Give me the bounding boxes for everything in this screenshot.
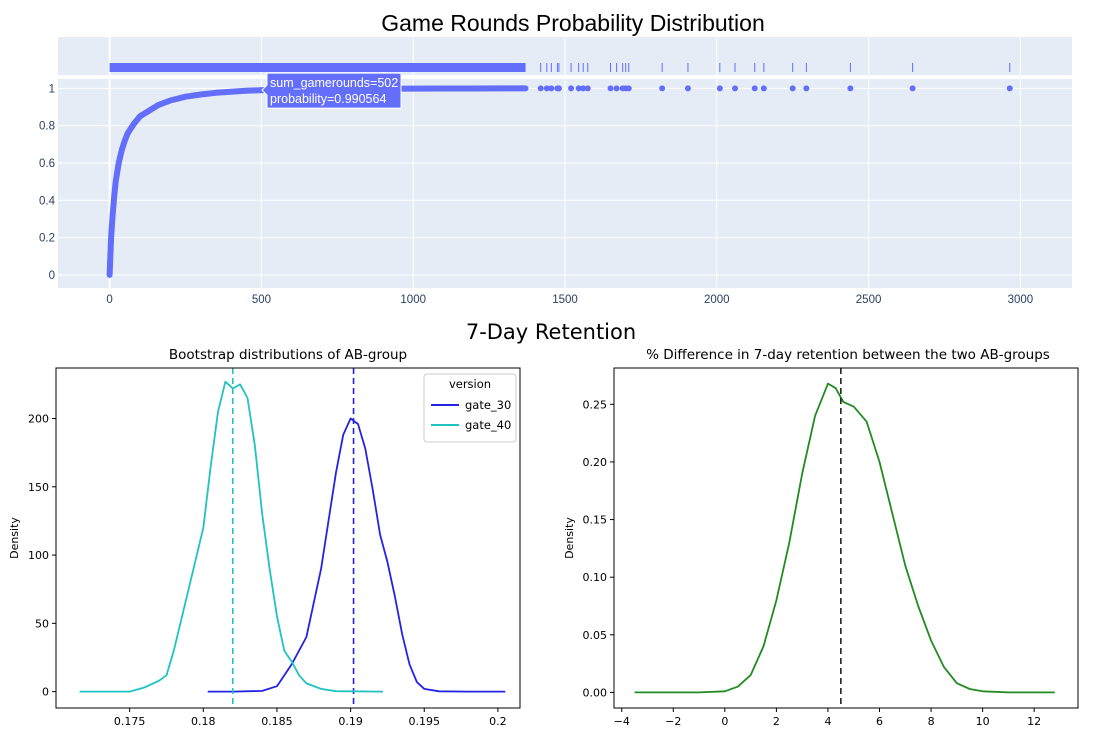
tooltip-line-1: sum_gamerounds=502 <box>270 76 398 90</box>
bootstrap-curves <box>79 368 506 708</box>
bootstrap-ticks: 0.175 0.18 0.185 0.19 0.195 0.2 0 50 100 150 200 <box>28 413 507 728</box>
cdf-point <box>613 85 620 92</box>
y-tick-label: 0.8 <box>39 121 55 133</box>
x-tick-label: 3000 <box>1008 294 1034 306</box>
bootstrap-y-tick-label: 0 <box>42 686 49 699</box>
cdf-point <box>548 85 555 92</box>
cdf-point <box>751 85 758 92</box>
difference-ticks: −4 −2 0 2 4 6 8 10 12 0.00 0.05 0.10 0.15 0.20 0.25 <box>583 398 1042 728</box>
difference-x-tick-label: 4 <box>824 715 831 728</box>
cdf-chart-title: Game Rounds Probability Distribution <box>381 10 765 36</box>
difference-x-tick-label: 0 <box>721 715 728 728</box>
tooltip-line-2: probability=0.990564 <box>270 92 386 106</box>
difference-plot-frame <box>613 367 1079 709</box>
cdf-point <box>625 85 632 92</box>
y-tick-label: 0.2 <box>39 233 55 245</box>
difference-x-tick-label: 8 <box>928 715 935 728</box>
cdf-point <box>568 85 575 92</box>
cdf-point <box>684 85 691 92</box>
legend-title: version <box>449 377 491 391</box>
difference-y-tick-label: 0.10 <box>583 571 608 584</box>
cdf-point <box>716 85 723 92</box>
y-tick-label: 0.6 <box>39 158 55 170</box>
cdf-point <box>847 85 854 92</box>
cdf-tick-labels: 0 500 1000 1500 2000 2500 3000 0 0.2 0.4 0.6 0.8 1 <box>39 83 1033 306</box>
x-tick-label: 0 <box>106 294 112 306</box>
y-tick-label: 1 <box>49 83 55 95</box>
cdf-point <box>575 85 582 92</box>
bootstrap-chart-title: Bootstrap distributions of AB-group <box>169 347 407 363</box>
bootstrap-y-tick-label: 100 <box>28 549 49 562</box>
difference-y-tick-label: 0.25 <box>583 398 608 411</box>
legend-label-gate-30: gate_30 <box>465 398 511 412</box>
cdf-point <box>580 85 587 92</box>
x-tick-label: 500 <box>252 294 271 306</box>
cdf-point <box>760 85 767 92</box>
section-title: 7-Day Retention <box>466 320 636 344</box>
cdf-point <box>789 85 796 92</box>
difference-x-tick-label: 10 <box>976 715 990 728</box>
cdf-point <box>537 85 544 92</box>
bootstrap-y-tick-label: 200 <box>28 413 49 426</box>
difference-curve <box>634 368 1055 708</box>
cdf-point <box>659 85 666 92</box>
tooltip-box <box>261 72 402 109</box>
difference-y-tick-label: 0.15 <box>583 514 608 527</box>
cdf-point <box>732 85 739 92</box>
difference-x-tick-label: −2 <box>665 715 681 728</box>
difference-chart-title: % Difference in 7-day retention between … <box>646 347 1050 363</box>
cdf-point <box>1006 85 1013 92</box>
rug-marks <box>109 63 1011 72</box>
bootstrap-x-tick-label: 0.2 <box>489 715 507 728</box>
y-tick-label: 0.4 <box>39 195 56 207</box>
difference-y-tick-label: 0.05 <box>583 629 608 642</box>
x-tick-label: 2500 <box>856 294 882 306</box>
difference-x-tick-label: 12 <box>1027 715 1041 728</box>
cdf-point <box>909 85 916 92</box>
bootstrap-x-tick-label: 0.175 <box>114 715 146 728</box>
cdf-gridlines <box>58 37 1072 288</box>
difference-x-tick-label: −4 <box>614 715 630 728</box>
bootstrap-y-tick-label: 50 <box>35 617 49 630</box>
cdf-point <box>543 85 550 92</box>
cdf-point <box>607 85 614 92</box>
difference-ylabel: Density <box>563 517 576 559</box>
difference-series-line-0 <box>634 382 1055 694</box>
legend: version gate_30 gate_40 <box>423 373 517 443</box>
difference-y-tick-label: 0.00 <box>583 686 608 699</box>
cdf-point <box>555 85 562 92</box>
bootstrap-plot-frame <box>55 367 521 709</box>
bootstrap-series-line-gate_30 <box>207 417 506 693</box>
bootstrap-x-tick-label: 0.185 <box>261 715 293 728</box>
difference-y-tick-label: 0.20 <box>583 456 608 469</box>
bootstrap-x-tick-label: 0.19 <box>338 715 363 728</box>
x-tick-label: 1000 <box>400 294 426 306</box>
bootstrap-ylabel: Density <box>8 517 21 559</box>
cdf-point <box>803 85 810 92</box>
cdf-point <box>584 85 591 92</box>
legend-label-gate-40: gate_40 <box>465 418 511 432</box>
rug-dense-band <box>109 63 526 72</box>
difference-x-tick-label: 6 <box>876 715 883 728</box>
bootstrap-series-line-gate_40 <box>79 380 384 693</box>
y-tick-label: 0 <box>49 270 55 282</box>
bootstrap-x-tick-label: 0.195 <box>409 715 441 728</box>
bootstrap-y-tick-label: 150 <box>28 481 49 494</box>
hover-tooltip: sum_gamerounds=502 probability=0.990564 <box>261 72 402 109</box>
bootstrap-x-tick-label: 0.18 <box>191 715 216 728</box>
difference-x-tick-label: 2 <box>773 715 780 728</box>
x-tick-label: 2000 <box>704 294 730 306</box>
x-tick-label: 1500 <box>552 294 578 306</box>
